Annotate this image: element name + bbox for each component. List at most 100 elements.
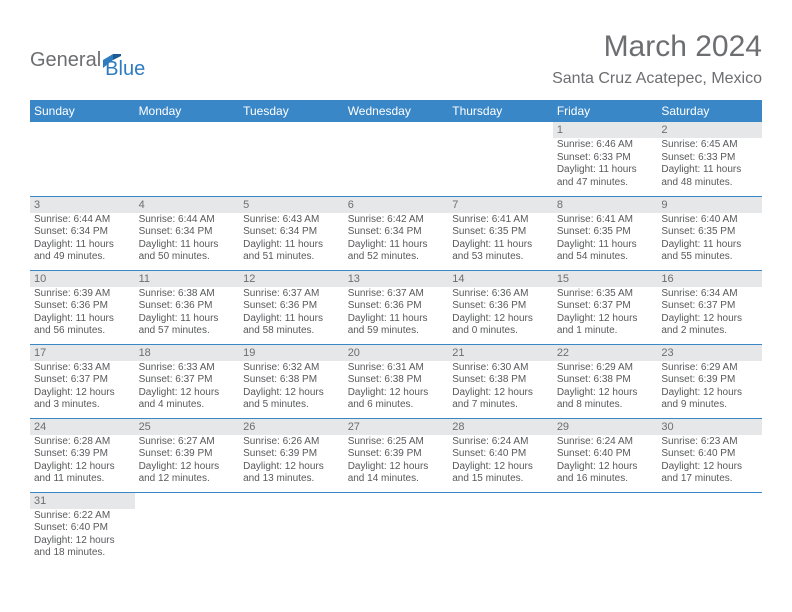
day-details: Sunrise: 6:41 AMSunset: 6:35 PMDaylight:… bbox=[448, 213, 553, 266]
sunset-text: Sunset: 6:39 PM bbox=[34, 448, 131, 461]
weekday-header-row: Sunday Monday Tuesday Wednesday Thursday… bbox=[30, 100, 762, 122]
sunrise-text: Sunrise: 6:26 AM bbox=[243, 436, 340, 449]
day-number: 23 bbox=[657, 345, 762, 361]
calendar-cell: 3Sunrise: 6:44 AMSunset: 6:34 PMDaylight… bbox=[30, 196, 135, 270]
daylight-text: Daylight: 12 hours and 1 minute. bbox=[557, 313, 654, 338]
calendar-cell bbox=[344, 492, 449, 566]
calendar-cell: 30Sunrise: 6:23 AMSunset: 6:40 PMDayligh… bbox=[657, 418, 762, 492]
day-details: Sunrise: 6:45 AMSunset: 6:33 PMDaylight:… bbox=[657, 138, 762, 191]
sunset-text: Sunset: 6:38 PM bbox=[348, 374, 445, 387]
day-details: Sunrise: 6:34 AMSunset: 6:37 PMDaylight:… bbox=[657, 287, 762, 340]
calendar-cell: 16Sunrise: 6:34 AMSunset: 6:37 PMDayligh… bbox=[657, 270, 762, 344]
daylight-text: Daylight: 11 hours and 50 minutes. bbox=[139, 239, 236, 264]
daylight-text: Daylight: 12 hours and 8 minutes. bbox=[557, 387, 654, 412]
weekday-header: Wednesday bbox=[344, 100, 449, 122]
weekday-header: Saturday bbox=[657, 100, 762, 122]
sunrise-text: Sunrise: 6:27 AM bbox=[139, 436, 236, 449]
day-number: 10 bbox=[30, 271, 135, 287]
day-details: Sunrise: 6:23 AMSunset: 6:40 PMDaylight:… bbox=[657, 435, 762, 488]
sunset-text: Sunset: 6:38 PM bbox=[243, 374, 340, 387]
day-details: Sunrise: 6:41 AMSunset: 6:35 PMDaylight:… bbox=[553, 213, 658, 266]
daylight-text: Daylight: 11 hours and 59 minutes. bbox=[348, 313, 445, 338]
day-number: 1 bbox=[553, 122, 658, 138]
brand-logo: General Blue bbox=[30, 30, 145, 81]
sunrise-text: Sunrise: 6:38 AM bbox=[139, 288, 236, 301]
sunset-text: Sunset: 6:36 PM bbox=[139, 300, 236, 313]
calendar-week-row: 3Sunrise: 6:44 AMSunset: 6:34 PMDaylight… bbox=[30, 196, 762, 270]
calendar-cell bbox=[30, 122, 135, 196]
calendar-cell: 10Sunrise: 6:39 AMSunset: 6:36 PMDayligh… bbox=[30, 270, 135, 344]
day-number: 31 bbox=[30, 493, 135, 509]
location-subtitle: Santa Cruz Acatepec, Mexico bbox=[552, 70, 762, 88]
day-details: Sunrise: 6:33 AMSunset: 6:37 PMDaylight:… bbox=[135, 361, 240, 414]
calendar-cell: 26Sunrise: 6:26 AMSunset: 6:39 PMDayligh… bbox=[239, 418, 344, 492]
day-details: Sunrise: 6:39 AMSunset: 6:36 PMDaylight:… bbox=[30, 287, 135, 340]
day-details: Sunrise: 6:32 AMSunset: 6:38 PMDaylight:… bbox=[239, 361, 344, 414]
day-details: Sunrise: 6:29 AMSunset: 6:38 PMDaylight:… bbox=[553, 361, 658, 414]
sunrise-text: Sunrise: 6:40 AM bbox=[661, 214, 758, 227]
daylight-text: Daylight: 11 hours and 53 minutes. bbox=[452, 239, 549, 264]
day-details: Sunrise: 6:27 AMSunset: 6:39 PMDaylight:… bbox=[135, 435, 240, 488]
daylight-text: Daylight: 12 hours and 15 minutes. bbox=[452, 461, 549, 486]
day-number: 15 bbox=[553, 271, 658, 287]
calendar-cell: 15Sunrise: 6:35 AMSunset: 6:37 PMDayligh… bbox=[553, 270, 658, 344]
sunrise-text: Sunrise: 6:24 AM bbox=[557, 436, 654, 449]
sunrise-text: Sunrise: 6:28 AM bbox=[34, 436, 131, 449]
daylight-text: Daylight: 12 hours and 11 minutes. bbox=[34, 461, 131, 486]
calendar-week-row: 1Sunrise: 6:46 AMSunset: 6:33 PMDaylight… bbox=[30, 122, 762, 196]
calendar-cell bbox=[239, 492, 344, 566]
calendar-cell: 19Sunrise: 6:32 AMSunset: 6:38 PMDayligh… bbox=[239, 344, 344, 418]
sunset-text: Sunset: 6:38 PM bbox=[452, 374, 549, 387]
sunrise-text: Sunrise: 6:30 AM bbox=[452, 362, 549, 375]
sunset-text: Sunset: 6:35 PM bbox=[557, 226, 654, 239]
daylight-text: Daylight: 12 hours and 13 minutes. bbox=[243, 461, 340, 486]
calendar-cell: 7Sunrise: 6:41 AMSunset: 6:35 PMDaylight… bbox=[448, 196, 553, 270]
calendar-cell: 1Sunrise: 6:46 AMSunset: 6:33 PMDaylight… bbox=[553, 122, 658, 196]
calendar-cell: 22Sunrise: 6:29 AMSunset: 6:38 PMDayligh… bbox=[553, 344, 658, 418]
sunset-text: Sunset: 6:40 PM bbox=[661, 448, 758, 461]
daylight-text: Daylight: 11 hours and 48 minutes. bbox=[661, 164, 758, 189]
daylight-text: Daylight: 12 hours and 14 minutes. bbox=[348, 461, 445, 486]
sunset-text: Sunset: 6:35 PM bbox=[661, 226, 758, 239]
calendar-cell bbox=[135, 492, 240, 566]
sunset-text: Sunset: 6:40 PM bbox=[557, 448, 654, 461]
calendar-cell: 18Sunrise: 6:33 AMSunset: 6:37 PMDayligh… bbox=[135, 344, 240, 418]
day-details: Sunrise: 6:30 AMSunset: 6:38 PMDaylight:… bbox=[448, 361, 553, 414]
calendar-cell: 12Sunrise: 6:37 AMSunset: 6:36 PMDayligh… bbox=[239, 270, 344, 344]
day-number: 19 bbox=[239, 345, 344, 361]
daylight-text: Daylight: 11 hours and 51 minutes. bbox=[243, 239, 340, 264]
sunrise-text: Sunrise: 6:22 AM bbox=[34, 510, 131, 523]
daylight-text: Daylight: 11 hours and 47 minutes. bbox=[557, 164, 654, 189]
sunset-text: Sunset: 6:39 PM bbox=[139, 448, 236, 461]
sunrise-text: Sunrise: 6:44 AM bbox=[34, 214, 131, 227]
day-details: Sunrise: 6:37 AMSunset: 6:36 PMDaylight:… bbox=[344, 287, 449, 340]
daylight-text: Daylight: 11 hours and 54 minutes. bbox=[557, 239, 654, 264]
day-details: Sunrise: 6:40 AMSunset: 6:35 PMDaylight:… bbox=[657, 213, 762, 266]
weekday-header: Monday bbox=[135, 100, 240, 122]
day-number: 22 bbox=[553, 345, 658, 361]
day-number: 26 bbox=[239, 419, 344, 435]
daylight-text: Daylight: 12 hours and 17 minutes. bbox=[661, 461, 758, 486]
sunrise-text: Sunrise: 6:24 AM bbox=[452, 436, 549, 449]
day-number: 21 bbox=[448, 345, 553, 361]
calendar-cell: 8Sunrise: 6:41 AMSunset: 6:35 PMDaylight… bbox=[553, 196, 658, 270]
day-number: 11 bbox=[135, 271, 240, 287]
day-details: Sunrise: 6:44 AMSunset: 6:34 PMDaylight:… bbox=[135, 213, 240, 266]
day-number: 18 bbox=[135, 345, 240, 361]
sunset-text: Sunset: 6:38 PM bbox=[557, 374, 654, 387]
day-details: Sunrise: 6:25 AMSunset: 6:39 PMDaylight:… bbox=[344, 435, 449, 488]
day-number: 24 bbox=[30, 419, 135, 435]
sunrise-text: Sunrise: 6:45 AM bbox=[661, 139, 758, 152]
calendar-cell: 17Sunrise: 6:33 AMSunset: 6:37 PMDayligh… bbox=[30, 344, 135, 418]
month-title: March 2024 bbox=[552, 30, 762, 64]
day-details: Sunrise: 6:22 AMSunset: 6:40 PMDaylight:… bbox=[30, 509, 135, 562]
sunset-text: Sunset: 6:33 PM bbox=[661, 152, 758, 165]
day-details: Sunrise: 6:42 AMSunset: 6:34 PMDaylight:… bbox=[344, 213, 449, 266]
sunset-text: Sunset: 6:34 PM bbox=[139, 226, 236, 239]
day-details: Sunrise: 6:33 AMSunset: 6:37 PMDaylight:… bbox=[30, 361, 135, 414]
sunrise-text: Sunrise: 6:41 AM bbox=[452, 214, 549, 227]
calendar-cell: 28Sunrise: 6:24 AMSunset: 6:40 PMDayligh… bbox=[448, 418, 553, 492]
day-number: 17 bbox=[30, 345, 135, 361]
calendar-cell: 14Sunrise: 6:36 AMSunset: 6:36 PMDayligh… bbox=[448, 270, 553, 344]
daylight-text: Daylight: 11 hours and 58 minutes. bbox=[243, 313, 340, 338]
